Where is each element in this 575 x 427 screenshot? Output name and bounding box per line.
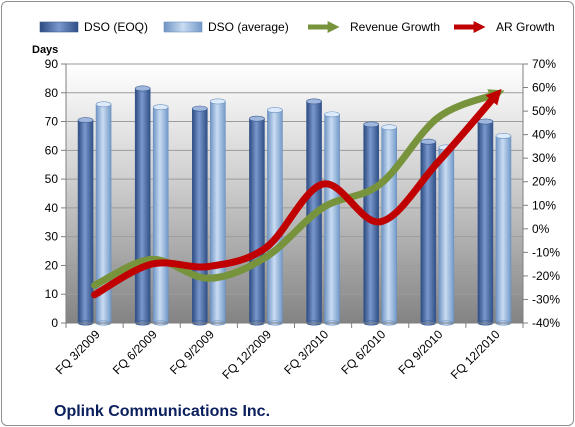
y2-tick-label: 40% [532,128,556,142]
bar [477,118,494,326]
y2-tick-label: 20% [532,175,556,189]
y-tick-label: 10 [45,287,59,301]
y-tick-label: 0 [51,316,58,330]
y2-tick-label: -10% [532,245,560,259]
legend-label: DSO (average) [208,20,289,34]
bar [152,104,169,326]
bar [381,124,397,326]
legend-label: AR Growth [496,20,555,34]
legend-item: DSO (average) [163,20,289,34]
legend: DSO (EOQ) DSO (average) Revenue Growth AR G… [39,20,555,34]
y-axis-title: Days [32,44,58,56]
x-tick-label: FQ 6/2010 [338,327,388,377]
bar [192,105,208,326]
y2-tick-label: -20% [532,269,560,283]
legend-swatch [39,21,79,33]
legend-item: DSO (EOQ) [39,20,148,34]
chart-title: Oplink Communications Inc. [54,403,270,420]
x-tick-label: FQ 12/2010 [448,327,503,382]
series-line [91,88,502,299]
y-tick-label: 70 [45,115,59,129]
y-tick-label: 80 [45,86,59,100]
bar [210,98,226,326]
bar [134,85,151,326]
y2-tick-label: -40% [532,316,560,330]
plot-area [65,63,524,324]
legend-item: Revenue Growth [308,20,440,34]
x-tick-label: FQ 9/2009 [167,327,217,377]
y2-tick-label: 50% [532,104,556,118]
legend-item: AR Growth [454,20,555,34]
x-tick-label: FQ 3/2010 [281,327,331,377]
bar [495,133,512,326]
y-tick-label: 50 [45,172,59,186]
y2-tick-label: -30% [532,292,560,306]
legend-label: Revenue Growth [350,20,440,34]
series-line [91,89,505,289]
y2-tick-label: 0% [532,222,550,236]
y-tick-label: 60 [45,143,59,157]
x-tick-label: FQ 9/2010 [395,327,445,377]
bar [438,144,455,326]
x-tick-label: FQ 6/2009 [110,327,160,377]
y2-tick-label: 70% [532,57,556,71]
x-tick-label: FQ 12/2009 [219,327,274,382]
y-tick-label: 90 [45,57,59,71]
bar [324,111,340,326]
y2-tick-label: 30% [532,151,556,165]
y2-tick-label: 10% [532,198,556,212]
y2-tick-label: 60% [532,81,556,95]
legend-label: DSO (EOQ) [84,20,148,34]
growth-lines [91,88,505,299]
y-tick-label: 40 [45,201,59,215]
bar [267,107,283,326]
y-tick-label: 30 [45,230,59,244]
x-tick-label: FQ 3/2009 [53,327,103,377]
bar [249,115,265,326]
bar [77,117,94,326]
y-tick-label: 20 [45,258,59,272]
legend-swatch [163,21,203,33]
